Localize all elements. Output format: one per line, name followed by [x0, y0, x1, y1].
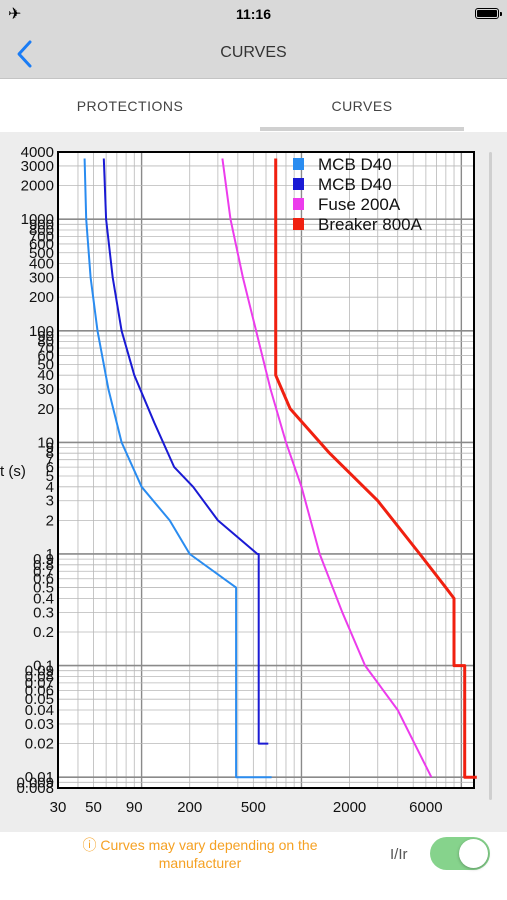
ilr-toggle[interactable]	[430, 837, 490, 870]
y-tick-label: 90	[37, 328, 54, 345]
y-tick-label: 0.01	[25, 769, 54, 786]
tab-bar: PROTECTIONS CURVES	[0, 79, 507, 133]
legend-label-0: MCB D40	[318, 155, 392, 174]
y-tick-label: 0.06	[25, 682, 54, 699]
y-tick-label: 5	[46, 468, 54, 485]
status-bar: ✈ 11:16	[0, 0, 507, 28]
navigation-bar: CURVES	[0, 28, 507, 79]
y-tick-label: 0.3	[33, 604, 54, 621]
chevron-left-icon	[17, 40, 32, 68]
y-tick-label: 800	[29, 222, 54, 239]
y-tick-label: 3000	[21, 158, 54, 175]
y-tick-label: 0.08	[25, 668, 54, 685]
y-tick-label: 30	[37, 381, 54, 398]
x-tick-label: 90	[126, 799, 143, 816]
toggle-label: I/Ir	[390, 846, 408, 863]
legend-label-1: MCB D40	[318, 175, 392, 194]
y-tick-label: 0.04	[25, 702, 54, 719]
x-tick-label: 2000	[333, 799, 366, 816]
tab-protections[interactable]: PROTECTIONS	[76, 98, 184, 114]
y-tick-label: 40	[37, 367, 54, 384]
x-tick-label: 500	[241, 799, 266, 816]
legend-label-3: Breaker 800A	[318, 215, 423, 234]
y-tick-label: 0.09	[25, 663, 54, 680]
y-tick-label: 1	[46, 546, 54, 563]
y-tick-label: 700	[29, 228, 54, 245]
y-tick-label: 0.05	[25, 691, 54, 708]
y-tick-label: 0.5	[33, 580, 54, 597]
plot-frame	[57, 151, 475, 789]
y-tick-label: 10	[37, 434, 54, 451]
y-tick-label: 0.1	[33, 658, 54, 675]
y-tick-label: 7	[46, 452, 54, 469]
y-tick-label: 0.4	[33, 590, 54, 607]
y-tick-label: 3	[46, 493, 54, 510]
y-tick-label: 60	[37, 348, 54, 365]
y-tick-label: 500	[29, 245, 54, 262]
y-tick-label: 200	[29, 289, 54, 306]
y-axis-label: t (s)	[0, 463, 26, 480]
x-tick-label: 200	[177, 799, 202, 816]
series-line-3	[274, 158, 477, 779]
y-tick-label: 600	[29, 236, 54, 253]
y-tick-label: 300	[29, 270, 54, 287]
y-tick-label: 6	[46, 459, 54, 476]
battery-icon	[475, 8, 502, 19]
status-time: 11:16	[235, 6, 272, 22]
y-tick-label: 0.9	[33, 551, 54, 568]
legend-swatch-1	[293, 178, 304, 190]
y-tick-label: 400	[29, 256, 54, 273]
legend-label-2: Fuse 200A	[318, 195, 401, 214]
series-line-0	[83, 158, 272, 779]
y-tick-label: 0.2	[33, 624, 54, 641]
y-tick-label: 80	[37, 334, 54, 351]
back-button[interactable]	[10, 36, 40, 70]
series-line-2	[221, 158, 433, 778]
y-tick-label: 0.009	[16, 774, 54, 791]
y-tick-label: 70	[37, 340, 54, 357]
time-current-chart: 4000300020001000900800700600500400300200…	[0, 144, 477, 816]
y-tick-label: 8	[46, 445, 54, 462]
x-tick-label: 6000	[409, 799, 442, 816]
disclaimer-line-2: manufacturer	[158, 855, 242, 871]
toggle-knob	[459, 839, 488, 868]
series-line-1	[102, 158, 269, 745]
y-tick-label: 0.6	[33, 571, 54, 588]
curves-disclaimer: ⓘ Curves may vary depending on the manuf…	[40, 836, 360, 872]
x-tick-label: 50	[85, 799, 102, 816]
y-tick-label: 0.008	[16, 780, 54, 797]
y-tick-label: 0.07	[25, 675, 54, 692]
y-tick-label: 1000	[21, 211, 54, 228]
x-tick-label: 30	[50, 799, 67, 816]
legend-swatch-2	[293, 198, 304, 210]
y-tick-label: 0.7	[33, 563, 54, 580]
disclaimer-line-1: ⓘ Curves may vary depending on the	[82, 837, 318, 853]
y-tick-label: 2	[46, 512, 54, 529]
y-tick-label: 0.02	[25, 736, 54, 753]
airplane-mode-icon: ✈	[8, 6, 22, 23]
y-tick-label: 50	[37, 356, 54, 373]
tab-curves[interactable]: CURVES	[331, 98, 393, 114]
y-tick-label: 0.8	[33, 557, 54, 574]
y-tick-label: 2000	[21, 178, 54, 195]
y-tick-label: 4000	[21, 144, 54, 161]
y-tick-label: 0.03	[25, 716, 54, 733]
legend-swatch-3	[293, 218, 304, 230]
y-tick-label: 4	[46, 479, 54, 496]
tab-selected-indicator	[260, 127, 464, 131]
y-tick-label: 100	[29, 323, 54, 340]
y-tick-label: 20	[37, 401, 54, 418]
y-tick-label: 900	[29, 216, 54, 233]
vertical-scrollbar[interactable]	[489, 152, 492, 800]
legend-swatch-0	[293, 158, 304, 170]
y-tick-label: 9	[46, 439, 54, 456]
page-title: CURVES	[220, 44, 287, 61]
